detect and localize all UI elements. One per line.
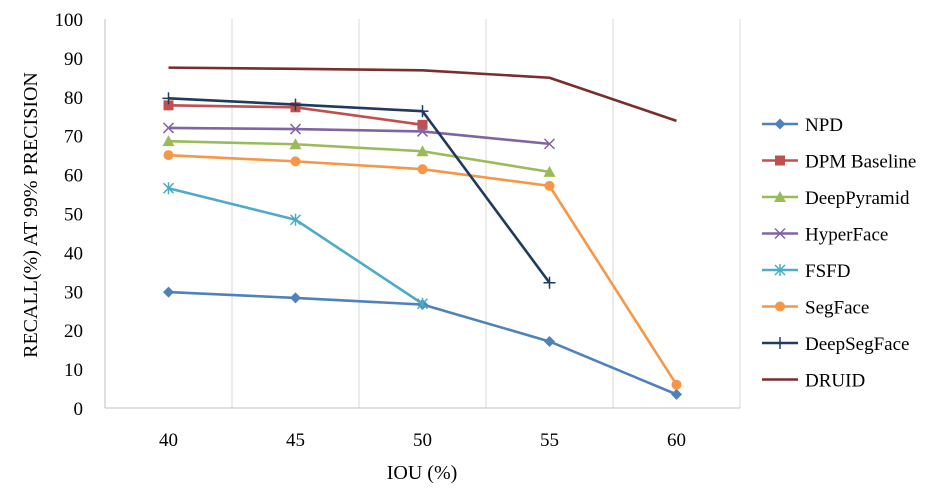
x-tick-label: 50 xyxy=(413,430,432,451)
data-point-npd xyxy=(163,286,174,298)
legend-label-hyperface: HyperFace xyxy=(805,225,888,246)
legend-item-deeppyramid: DeepPyramid xyxy=(762,188,910,209)
data-point-hyperface-stroke xyxy=(162,122,175,134)
y-tick-label: 60 xyxy=(64,166,83,187)
series-hyperface xyxy=(162,122,556,150)
y-tick-label: 100 xyxy=(55,10,84,31)
y-tick-label: 10 xyxy=(64,360,83,381)
legend: NPD DPM Baseline DeepPyramid HyperFace FSFD S… xyxy=(762,115,916,392)
data-point-npd xyxy=(671,388,682,400)
legend-marker-hyperface-stroke xyxy=(774,227,786,240)
data-point-hyperface-stroke xyxy=(416,125,429,137)
data-point-deeppyramid xyxy=(289,138,302,150)
legend-label-deeppyramid: DeepPyramid xyxy=(805,188,910,209)
legend-item-hyperface: HyperFace xyxy=(762,225,888,246)
y-tick-label: 30 xyxy=(64,282,83,303)
legend-marker-deepsegface xyxy=(774,337,786,349)
data-point-deeppyramid xyxy=(162,135,175,147)
data-point-segface xyxy=(671,379,682,390)
legend-label-fsfd: FSFD xyxy=(805,261,850,282)
data-point-hyperface-stroke xyxy=(289,123,302,135)
legend-marker-npd xyxy=(774,118,786,130)
data-point-hyperface xyxy=(162,122,175,134)
axes: 0 10 20 30 40 50 60 70 80 90 100 40 45 50 55 60 xyxy=(55,10,740,451)
legend-item-dpm-baseline: DPM Baseline xyxy=(762,152,916,173)
data-point-hyperface-stroke xyxy=(543,138,556,150)
data-point-fsfd xyxy=(162,182,175,195)
x-tick-label: 40 xyxy=(159,430,178,451)
legend-marker-fsfd xyxy=(774,264,786,276)
data-point-segface xyxy=(417,164,428,175)
series-group xyxy=(162,66,682,400)
data-point-deepsegface xyxy=(543,276,556,289)
data-point-fsfd xyxy=(416,297,429,310)
legend-label-dpm-baseline: DPM Baseline xyxy=(805,152,916,173)
data-point-hyperface xyxy=(416,125,429,137)
data-point-segface xyxy=(290,156,301,167)
data-point-deepsegface xyxy=(416,105,429,118)
data-point-hyperface xyxy=(289,123,302,135)
legend-item-druid: DRUID xyxy=(762,371,865,392)
x-tick-label: 45 xyxy=(286,430,305,451)
y-tick-label: 20 xyxy=(64,321,83,342)
data-point-fsfd xyxy=(289,213,302,226)
data-point-deeppyramid xyxy=(543,165,556,177)
data-point-deepsegface xyxy=(162,92,175,105)
y-tick-label: 90 xyxy=(64,49,83,70)
data-point-deepsegface xyxy=(289,98,302,111)
data-point-dpm-baseline xyxy=(163,100,174,111)
series-segface xyxy=(163,150,682,390)
series-line-druid xyxy=(168,66,677,123)
legend-item-deepsegface: DeepSegFace xyxy=(762,334,909,355)
data-point-segface xyxy=(163,150,174,161)
y-axis-title: RECALL(%) AT 99% PRECISION xyxy=(20,72,42,358)
x-axis-title: IOU (%) xyxy=(387,462,458,484)
data-point-hyperface xyxy=(543,138,556,150)
data-point-npd xyxy=(544,335,555,347)
x-tick-label: 55 xyxy=(540,430,559,451)
legend-item-fsfd: FSFD xyxy=(762,261,850,282)
series-deeppyramid xyxy=(162,135,556,177)
legend-marker-dpm-baseline xyxy=(775,155,785,166)
legend-label-segface: SegFace xyxy=(805,298,869,319)
legend-item-npd: NPD xyxy=(762,115,843,136)
data-point-npd xyxy=(290,292,301,304)
series-line-hyperface xyxy=(168,126,550,146)
legend-item-segface: SegFace xyxy=(762,298,869,319)
legend-marker-hyperface xyxy=(774,227,786,240)
gridlines xyxy=(104,19,741,408)
series-druid xyxy=(168,66,677,123)
series-line-segface xyxy=(168,153,678,386)
y-tick-label: 40 xyxy=(64,243,83,264)
y-tick-label: 0 xyxy=(74,399,84,420)
legend-label-deepsegface: DeepSegFace xyxy=(805,334,909,355)
series-deepsegface xyxy=(162,92,556,289)
data-point-segface xyxy=(544,180,555,191)
y-tick-label: 50 xyxy=(64,205,83,226)
legend-marker-deeppyramid xyxy=(774,191,786,202)
y-tick-label: 80 xyxy=(64,88,83,109)
legend-label-npd: NPD xyxy=(805,115,843,136)
data-point-deeppyramid xyxy=(416,145,429,157)
x-tick-label: 60 xyxy=(667,430,686,451)
legend-marker-segface xyxy=(775,301,785,312)
y-tick-label: 70 xyxy=(64,127,83,148)
series-line-deepsegface xyxy=(168,97,551,284)
series-fsfd xyxy=(162,182,429,310)
series-line-fsfd xyxy=(168,186,424,305)
series-line-deeppyramid xyxy=(168,139,550,174)
data-point-dpm-baseline xyxy=(417,119,428,130)
legend-label-druid: DRUID xyxy=(805,371,865,392)
